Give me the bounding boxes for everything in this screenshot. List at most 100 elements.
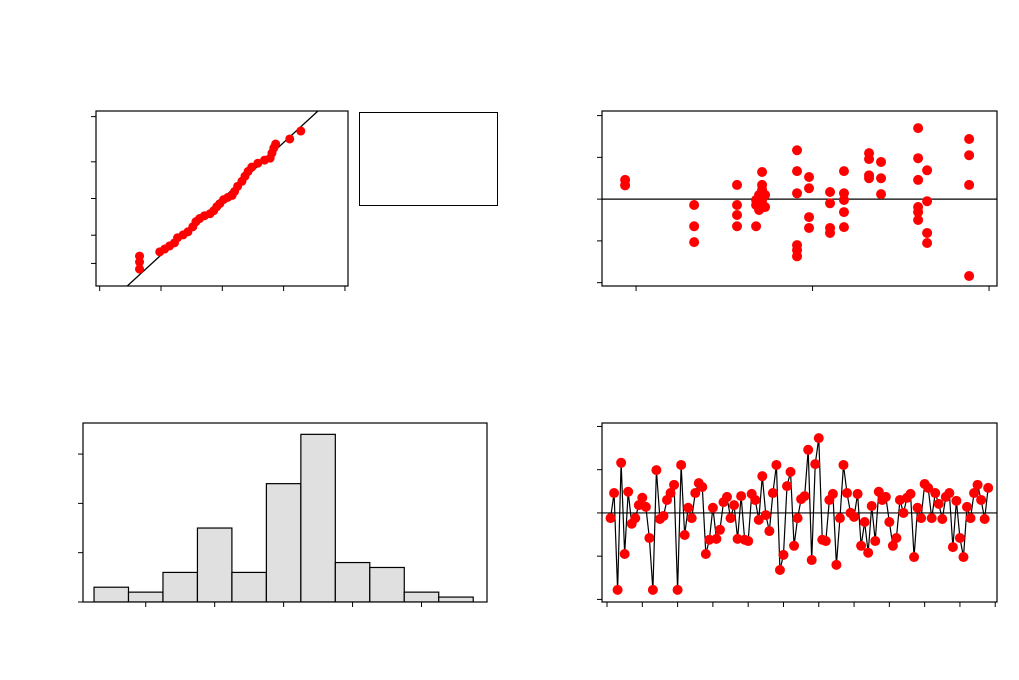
point: [722, 491, 733, 502]
point: [912, 502, 923, 513]
point: [884, 517, 895, 528]
point: [753, 514, 764, 525]
point: [876, 156, 887, 167]
point: [804, 222, 815, 233]
point: [651, 465, 662, 476]
plot-area: [93, 433, 474, 602]
point: [825, 187, 836, 198]
point: [689, 221, 700, 232]
plot: [91, 110, 349, 291]
bar: [300, 433, 336, 602]
point: [905, 488, 916, 499]
point: [825, 227, 836, 238]
point: [913, 174, 924, 185]
point: [913, 123, 924, 134]
bar: [93, 586, 130, 602]
point: [813, 433, 824, 444]
point: [725, 513, 736, 524]
point: [711, 533, 722, 544]
point: [947, 542, 958, 553]
point: [697, 481, 708, 492]
point: [253, 158, 263, 168]
point: [644, 533, 655, 544]
point: [676, 459, 687, 470]
point: [760, 510, 771, 521]
point: [782, 481, 793, 492]
point: [876, 173, 887, 184]
point: [135, 264, 145, 274]
plot: [597, 110, 998, 291]
point: [757, 166, 768, 177]
point: [637, 492, 648, 503]
point: [771, 459, 782, 470]
point: [863, 547, 874, 558]
point: [922, 165, 933, 176]
point: [825, 198, 836, 209]
point: [827, 488, 838, 499]
bar: [231, 571, 267, 602]
point: [810, 459, 821, 470]
point: [792, 145, 803, 156]
plot: [597, 422, 998, 607]
point: [979, 513, 990, 524]
point: [852, 488, 863, 499]
point: [616, 457, 627, 468]
point: [922, 227, 933, 238]
point: [820, 536, 831, 547]
bar: [334, 561, 371, 602]
point: [792, 251, 803, 262]
point: [271, 139, 281, 149]
point: [774, 565, 785, 576]
point: [785, 466, 796, 477]
point: [803, 444, 814, 455]
point: [873, 486, 884, 497]
plot-frame: [82, 422, 488, 603]
point: [760, 189, 771, 200]
bar: [265, 483, 302, 602]
point: [665, 488, 676, 499]
point: [732, 209, 743, 220]
point: [849, 511, 860, 522]
point: [887, 540, 898, 551]
point: [891, 533, 902, 544]
point: [838, 207, 849, 218]
point: [760, 202, 771, 213]
point: [686, 513, 697, 524]
point: [623, 486, 634, 497]
bar: [438, 596, 474, 602]
point: [913, 207, 924, 218]
point: [838, 459, 849, 470]
point: [964, 270, 975, 281]
point: [732, 199, 743, 210]
point: [736, 491, 747, 502]
point: [690, 488, 701, 499]
point: [683, 502, 694, 513]
point: [612, 584, 623, 595]
point: [732, 179, 743, 190]
point: [689, 199, 700, 210]
point: [804, 171, 815, 182]
point: [864, 154, 875, 165]
bar: [369, 566, 405, 602]
point: [799, 491, 810, 502]
bar: [127, 591, 164, 602]
plot-frame: [601, 110, 998, 287]
point: [732, 221, 743, 232]
plot: [78, 422, 488, 607]
point: [707, 502, 718, 513]
point: [620, 180, 631, 191]
point: [729, 500, 740, 511]
point: [930, 488, 941, 499]
plot-area: [602, 123, 997, 281]
point: [964, 133, 975, 144]
point: [789, 540, 800, 551]
point: [842, 488, 853, 499]
plot-area: [602, 433, 997, 595]
point: [870, 536, 881, 547]
point: [983, 482, 994, 493]
point: [838, 166, 849, 177]
point: [669, 479, 680, 490]
point: [922, 237, 933, 248]
point: [640, 501, 651, 512]
